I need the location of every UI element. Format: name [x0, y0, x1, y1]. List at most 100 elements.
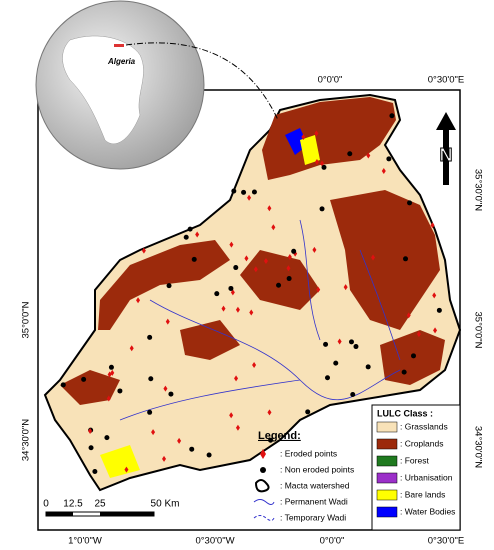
non-eroded-point [347, 151, 353, 157]
eroded-point [371, 254, 376, 261]
legend-title: Legend: [258, 430, 301, 442]
bare-land [300, 135, 320, 165]
coord-label: 0°0'0" [318, 75, 343, 86]
coord-label: 0°30'0"E [428, 75, 464, 86]
non-eroded-point [241, 189, 247, 195]
non-eroded-point [233, 265, 239, 271]
coord-label: 0°30'0"W [195, 536, 234, 547]
non-eroded-point [148, 376, 154, 382]
north-label: N [440, 145, 453, 165]
non-eroded-point [251, 189, 257, 195]
coord-label: 35°0'0"N [472, 312, 483, 349]
non-eroded-point [168, 391, 174, 397]
scale-bar: 0 12.5 25 50 Km [43, 499, 179, 517]
eroded-point [136, 297, 141, 304]
lulc-item: : Bare lands [400, 489, 445, 499]
non-eroded-point [286, 276, 292, 282]
eroded-point [234, 375, 239, 382]
lulc-legend: LULC Class : : Grasslands: Croplands: Fo… [371, 404, 461, 531]
non-eroded-point [386, 156, 392, 162]
coord-label: 34°30'0"N [472, 426, 483, 468]
non-eroded-point [104, 435, 110, 441]
non-eroded-point [333, 360, 339, 366]
scale-label: 0 [43, 499, 49, 510]
eroded-point [287, 254, 292, 261]
non-eroded-point [147, 334, 153, 340]
legend-item: : Eroded points [280, 448, 337, 458]
coord-label: 35°30'0"N [472, 169, 483, 211]
non-eroded-point [365, 364, 371, 370]
lulc-swatch [376, 438, 398, 450]
lulc-swatch [376, 506, 398, 518]
eroded-point [301, 133, 306, 140]
eroded-point [247, 194, 252, 201]
non-eroded-point [166, 283, 172, 289]
non-eroded-point [81, 376, 87, 382]
lulc-swatch [376, 489, 398, 501]
non-eroded-point [183, 234, 189, 240]
eroded-point [221, 305, 226, 312]
eroded-point [406, 312, 411, 319]
eroded-point [337, 338, 342, 345]
lulc-item: : Croplands [400, 438, 443, 448]
lulc-swatch [376, 472, 398, 484]
study-area-marker [114, 44, 124, 47]
lulc-item: : Water Bodies [400, 506, 455, 516]
wadis [119, 219, 401, 421]
eroded-point [235, 306, 240, 313]
eroded-point [244, 255, 249, 262]
non-eroded-point [353, 344, 359, 350]
lulc-swatch [376, 455, 398, 467]
non-eroded-point [214, 291, 220, 297]
eroded-point [124, 466, 129, 473]
non-eroded-point [60, 382, 66, 388]
non-eroded-point [88, 445, 94, 451]
eroded-point [271, 224, 276, 231]
non-eroded-point [189, 446, 195, 452]
legend-item: : Macta watershed [280, 480, 350, 490]
eroded-point [151, 429, 156, 436]
eroded-point [432, 292, 437, 299]
non-eroded-point [206, 452, 212, 458]
scale-label: 25 [94, 499, 106, 510]
non-eroded-point [319, 206, 325, 212]
non-eroded-point [324, 375, 330, 381]
eroded-point [312, 246, 317, 253]
coord-label: 0°30'0"E [428, 536, 464, 547]
africa [62, 35, 144, 145]
scale-label: 12.5 [63, 499, 83, 510]
eroded-point [267, 409, 272, 416]
north-arrow: N [436, 112, 456, 185]
eroded-point [229, 412, 234, 419]
coord-label: 35°0'0"N [21, 301, 32, 338]
non-eroded-point [268, 437, 274, 443]
eroded-point [316, 286, 321, 293]
lulc-title: LULC Class : [377, 408, 433, 418]
non-eroded-point [389, 113, 395, 119]
eroded-point [343, 284, 348, 291]
coord-label: 0°0'0" [320, 536, 345, 547]
non-eroded-point [291, 248, 297, 254]
eroded-point [381, 168, 386, 175]
lulc-item: : Grasslands [400, 421, 448, 431]
eroded-point [88, 427, 93, 434]
eroded-point [286, 265, 291, 272]
non-eroded-point [191, 256, 197, 262]
legend-item: : Permanent Wadi [280, 496, 348, 506]
sample-points [60, 113, 442, 475]
non-eroded-point [187, 226, 193, 232]
legend-item: : Temporary Wadi [280, 512, 346, 522]
eroded-point [366, 152, 371, 159]
eroded-point [141, 247, 146, 254]
eroded-point [252, 362, 257, 369]
eroded-point [433, 327, 438, 334]
eroded-point [177, 437, 182, 444]
eroded-point [230, 289, 235, 296]
non-eroded-point [348, 339, 354, 345]
eroded-point [267, 205, 272, 212]
eroded-point [249, 309, 254, 316]
legend: Legend: : Eroded points : Non eroded poi… [253, 430, 354, 522]
non-eroded-point [108, 364, 114, 370]
watershed [43, 93, 462, 492]
globe-label: Algeria [107, 57, 136, 66]
